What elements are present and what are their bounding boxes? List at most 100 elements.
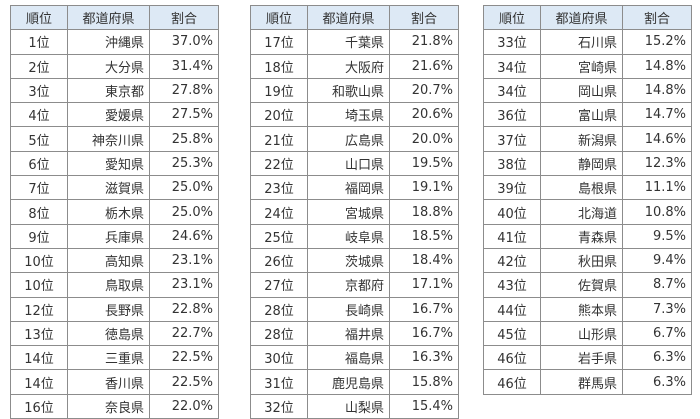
table-row: 34位 宮崎県 14.8%	[483, 53, 692, 79]
prefecture-cell: 長崎県	[307, 296, 390, 322]
rank-cell: 13位	[10, 320, 68, 347]
table-row: 36位 富山県 14.7%	[483, 102, 692, 128]
ratio-cell: 20.7%	[389, 77, 459, 104]
ratio-cell: 20.6%	[389, 102, 459, 128]
ratio-cell: 25.0%	[149, 199, 219, 225]
ratio-cell: 6.3%	[622, 369, 692, 395]
ratio-cell: 16.3%	[389, 345, 459, 371]
ratio-cell: 14.8%	[622, 53, 692, 79]
ratio-cell: 22.5%	[149, 369, 219, 395]
rank-cell: 1位	[10, 29, 68, 55]
rank-header: 順位	[250, 4, 308, 31]
rank-cell: 43位	[483, 272, 541, 298]
table-row: 27位 京都府 17.1%	[250, 272, 459, 298]
table-row: 46位 岩手県 6.3%	[483, 345, 692, 371]
prefecture-cell: 岡山県	[540, 77, 623, 104]
ratio-cell: 20.0%	[389, 126, 459, 152]
rank-cell: 28位	[250, 320, 308, 347]
ratio-header: 割合	[149, 4, 219, 31]
table-row: 4位 愛媛県 27.5%	[10, 102, 219, 128]
ratio-cell: 12.3%	[622, 150, 692, 177]
rank-cell: 10位	[10, 247, 68, 274]
table-row: 22位 山口県 19.5%	[250, 150, 459, 177]
prefecture-cell: 山口県	[307, 150, 390, 177]
table-row: 14位 三重県 22.5%	[10, 345, 219, 371]
ratio-cell: 6.3%	[622, 345, 692, 371]
prefecture-cell: 福岡県	[307, 175, 390, 201]
prefecture-cell: 熊本県	[540, 296, 623, 322]
rank-cell: 31位	[250, 369, 308, 395]
ratio-header: 割合	[622, 4, 692, 31]
rank-cell: 5位	[10, 126, 68, 152]
rank-cell: 36位	[483, 102, 541, 128]
prefecture-cell: 千葉県	[307, 29, 390, 55]
table-row: 19位 和歌山県 20.7%	[250, 77, 459, 104]
ratio-cell: 15.2%	[622, 29, 692, 55]
ratio-cell: 9.4%	[622, 247, 692, 274]
table-row: 46位 群馬県 6.3%	[483, 369, 692, 395]
table-row: 38位 静岡県 12.3%	[483, 150, 692, 177]
prefecture-header: 都道府県	[540, 4, 623, 31]
rank-cell: 19位	[250, 77, 308, 104]
rank-cell: 41位	[483, 223, 541, 249]
table-row: 10位 高知県 23.1%	[10, 247, 219, 274]
ratio-cell: 18.5%	[389, 223, 459, 249]
prefecture-cell: 京都府	[307, 272, 390, 298]
ratio-cell: 18.4%	[389, 247, 459, 274]
prefecture-cell: 和歌山県	[307, 77, 390, 104]
rank-header: 順位	[10, 4, 68, 31]
rank-cell: 26位	[250, 247, 308, 274]
ratio-cell: 15.8%	[389, 369, 459, 395]
table-row: 14位 香川県 22.5%	[10, 369, 219, 395]
ratio-cell: 21.6%	[389, 53, 459, 79]
table-row: 8位 栃木県 25.0%	[10, 199, 219, 225]
table-row: 42位 秋田県 9.4%	[483, 247, 692, 274]
prefecture-header: 都道府県	[307, 4, 390, 31]
prefecture-cell: 福島県	[307, 345, 390, 371]
prefecture-cell: 東京都	[67, 77, 150, 104]
table-row: 5位 神奈川県 25.8%	[10, 126, 219, 152]
ratio-cell: 8.7%	[622, 272, 692, 298]
table-row: 45位 山形県 6.7%	[483, 320, 692, 347]
prefecture-cell: 秋田県	[540, 247, 623, 274]
rank-cell: 46位	[483, 369, 541, 395]
table-row: 12位 長野県 22.8%	[10, 296, 219, 322]
prefecture-cell: 埼玉県	[307, 102, 390, 128]
ratio-cell: 22.7%	[149, 320, 219, 347]
ratio-cell: 23.1%	[149, 247, 219, 274]
ratio-cell: 14.8%	[622, 77, 692, 104]
table-row: 32位 山梨県 15.4%	[250, 393, 459, 419]
table-row: 44位 熊本県 7.3%	[483, 296, 692, 322]
rank-cell: 25位	[250, 223, 308, 249]
table-row: 28位 福井県 16.7%	[250, 320, 459, 347]
rank-cell: 32位	[250, 393, 308, 419]
rank-cell: 27位	[250, 272, 308, 298]
header-row: 順位 都道府県 割合	[10, 4, 219, 31]
rank-cell: 24位	[250, 199, 308, 225]
prefecture-cell: 奈良県	[67, 393, 150, 419]
prefecture-header: 都道府県	[67, 4, 150, 31]
prefecture-cell: 群馬県	[540, 369, 623, 395]
rank-cell: 12位	[10, 296, 68, 322]
table-row: 40位 北海道 10.8%	[483, 199, 692, 225]
ratio-cell: 16.7%	[389, 320, 459, 347]
rank-cell: 22位	[250, 150, 308, 177]
prefecture-cell: 山梨県	[307, 393, 390, 419]
ratio-cell: 14.7%	[622, 102, 692, 128]
table-row: 37位 新潟県 14.6%	[483, 126, 692, 152]
prefecture-cell: 青森県	[540, 223, 623, 249]
table-row: 9位 兵庫県 24.6%	[10, 223, 219, 249]
ratio-cell: 22.5%	[149, 345, 219, 371]
table-row: 2位 大分県 31.4%	[10, 53, 219, 79]
header-row: 順位 都道府県 割合	[483, 4, 692, 31]
ratio-cell: 15.4%	[389, 393, 459, 419]
ranking-table-3: 順位 都道府県 割合 33位 石川県 15.2% 34位 宮崎県 14.8% 34位 岡山県 1…	[483, 4, 692, 395]
table-row: 13位 徳島県 22.7%	[10, 320, 219, 347]
table-row: 33位 石川県 15.2%	[483, 29, 692, 55]
rank-cell: 8位	[10, 199, 68, 225]
ratio-cell: 19.1%	[389, 175, 459, 201]
prefecture-cell: 愛媛県	[67, 102, 150, 128]
table-row: 26位 茨城県 18.4%	[250, 247, 459, 274]
table-row: 16位 奈良県 22.0%	[10, 393, 219, 419]
rank-cell: 33位	[483, 29, 541, 55]
